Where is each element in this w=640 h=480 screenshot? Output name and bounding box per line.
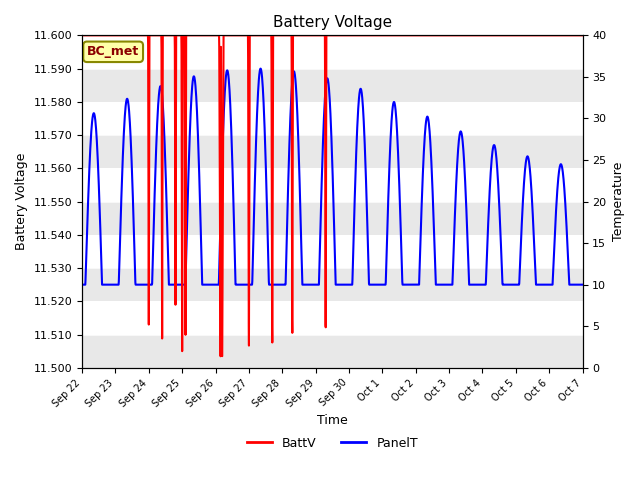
Legend: BattV, PanelT: BattV, PanelT [242, 432, 423, 455]
Bar [82, 235, 582, 268]
X-axis label: Time: Time [317, 414, 348, 427]
Y-axis label: Battery Voltage: Battery Voltage [15, 153, 28, 250]
Title: Battery Voltage: Battery Voltage [273, 15, 392, 30]
Bar [82, 301, 582, 335]
Bar [82, 135, 582, 168]
Text: BC_met: BC_met [87, 45, 140, 58]
Y-axis label: Temperature: Temperature [612, 162, 625, 241]
Bar [82, 202, 582, 235]
Bar [82, 335, 582, 368]
Bar [82, 69, 582, 102]
Bar [82, 268, 582, 301]
Bar [82, 36, 582, 69]
Bar [82, 102, 582, 135]
Bar [82, 168, 582, 202]
